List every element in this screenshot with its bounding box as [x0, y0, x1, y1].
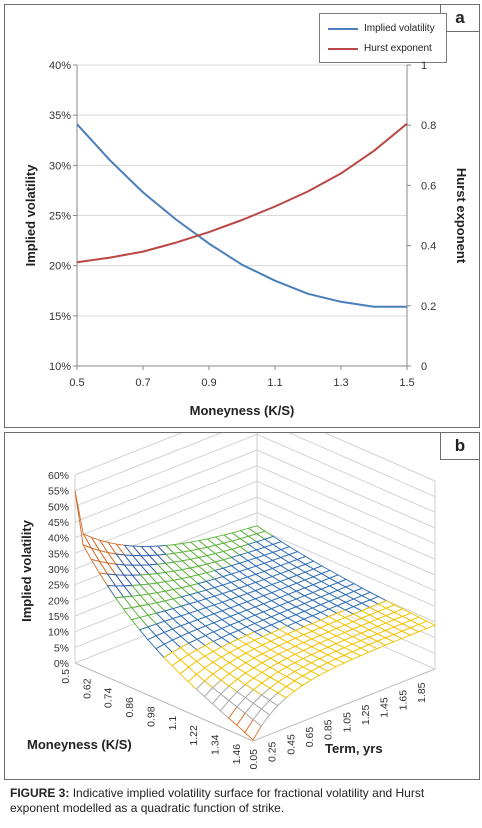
moneyness-tick-label: 1.22: [188, 725, 200, 746]
x-axis-title: Moneyness (K/S): [190, 403, 295, 418]
y-tick-label: 30%: [49, 160, 71, 172]
z-tick-label: 10%: [48, 627, 69, 639]
y-axis-title: Implied volatility: [23, 164, 38, 267]
y-tick-label: 40%: [49, 60, 71, 72]
x-tick-label: 1.3: [333, 377, 348, 389]
z-tick-label: 5%: [54, 642, 69, 654]
z-axis-title: Implied volatility: [19, 519, 34, 622]
floor-edge: [252, 668, 436, 742]
x-tick-label: 0.7: [135, 377, 150, 389]
term-tick-label: 1.85: [416, 682, 428, 703]
y2-tick-label: 1: [421, 60, 427, 72]
legend-label-iv: Implied volatility: [364, 23, 435, 34]
y2-tick-label: 0: [421, 361, 427, 373]
term-tick-label: 0.25: [267, 741, 279, 762]
wall-gridline: [74, 433, 436, 482]
chart-legend: Implied volatility Hurst exponent: [319, 13, 447, 63]
y-tick-label: 25%: [49, 211, 71, 223]
moneyness-axis-title: Moneyness (K/S): [27, 737, 132, 752]
term-tick-label: 0.65: [304, 727, 316, 748]
y-tick-label: 35%: [49, 110, 71, 122]
surface-chart-panel: b 0% 5% 10% 15% 20% 25% 30% 35% 40% 45% 50% 55% 60% 0…: [4, 432, 480, 780]
z-tick-label: 0%: [54, 658, 69, 670]
hurst-exponent-line: [76, 122, 408, 264]
moneyness-tick-label: 0.98: [145, 706, 157, 727]
moneyness-tick-label: 1.1: [167, 716, 179, 731]
floor-edge: [74, 662, 254, 742]
implied-volatility-line: [76, 123, 407, 308]
term-tick-label: 1.25: [360, 705, 372, 726]
term-axis-title: Term, yrs: [325, 741, 383, 756]
z-tick-label: 45%: [48, 517, 69, 529]
moneyness-tick-label: 0.74: [103, 688, 115, 709]
y2-tick-label: 0.6: [421, 180, 436, 192]
z-tick-label: 40%: [48, 533, 69, 545]
y2-tick-label: 0.2: [421, 301, 436, 313]
y-tick-label: 10%: [49, 361, 71, 373]
y-tick-label: 15%: [49, 311, 71, 323]
z-tick-label: 15%: [48, 611, 69, 623]
x-tick-label: 0.9: [201, 377, 216, 389]
legend-swatch-hurst: [328, 47, 358, 50]
moneyness-tick-label: 1.34: [210, 734, 222, 755]
term-tick-label: 0.45: [285, 734, 297, 755]
moneyness-tick-label: 1.46: [231, 744, 243, 765]
panel-letter-b: b: [440, 433, 479, 460]
z-tick-label: 50%: [48, 501, 69, 513]
y2-axis-title: Hurst exponent: [454, 168, 469, 264]
x-tick-label: 1.1: [267, 377, 282, 389]
legend-item-hurst: Hurst exponent: [328, 43, 432, 54]
legend-item-iv: Implied volatility: [328, 23, 435, 34]
z-tick-label: 55%: [48, 486, 69, 498]
z-tick-label: 25%: [48, 580, 69, 592]
z-tick-label: 30%: [48, 564, 69, 576]
surface-cell: [417, 620, 437, 629]
z-tick-label: 20%: [48, 595, 69, 607]
line-chart-panel: a Implied volatility Hurst exponent 10% 1…: [4, 4, 480, 428]
y2-tick-label: 0.4: [421, 241, 436, 253]
moneyness-tick-label: 0.5: [60, 669, 72, 684]
wall-gridline: [74, 433, 436, 498]
term-tick-label: 0.85: [323, 719, 335, 740]
legend-label-hurst: Hurst exponent: [364, 43, 432, 54]
surface-chart-svg: 0% 5% 10% 15% 20% 25% 30% 35% 40% 45% 50% 55% 60% 0.5…: [19, 433, 437, 770]
term-tick-label: 1.65: [397, 690, 409, 711]
moneyness-tick-label: 0.62: [81, 678, 93, 699]
x-tick-label: 0.5: [69, 377, 84, 389]
term-tick-label: 0.05: [248, 749, 260, 770]
term-tick-label: 1.05: [341, 712, 353, 733]
figure-caption: FIGURE 3: Indicative implied volatility …: [10, 786, 474, 816]
legend-swatch-iv: [328, 27, 358, 30]
line-chart-svg: 10% 15% 20% 25% 30% 35% 40% 0 0.2 0.4 0.6 0.8 1 0.5 0.…: [23, 60, 469, 418]
x-tick-label: 1.5: [399, 377, 414, 389]
z-tick-label: 35%: [48, 548, 69, 560]
y2-tick-label: 0.8: [421, 120, 436, 132]
term-tick-label: 1.45: [379, 697, 391, 718]
y-tick-label: 20%: [49, 261, 71, 273]
caption-text: Indicative implied volatility surface fo…: [10, 786, 425, 815]
moneyness-tick-label: 0.86: [124, 697, 136, 718]
z-tick-label: 60%: [48, 470, 69, 482]
caption-label: FIGURE 3:: [10, 786, 70, 800]
